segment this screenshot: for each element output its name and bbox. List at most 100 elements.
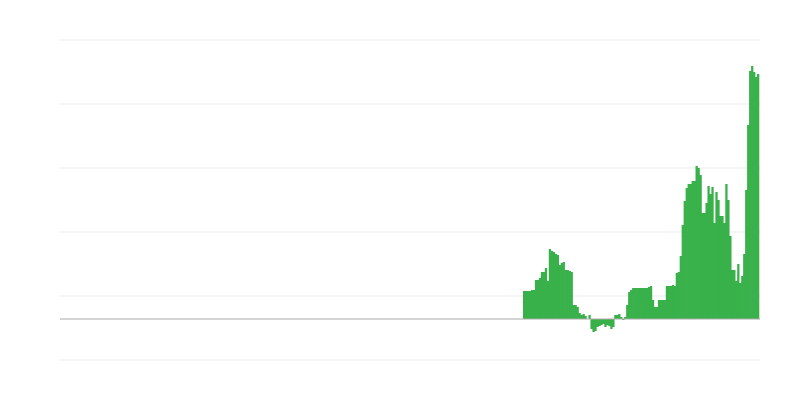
bar-60	[641, 288, 645, 319]
bar-48	[618, 314, 621, 319]
bar-49	[620, 317, 623, 319]
bar-87	[695, 166, 698, 319]
bar-111	[743, 254, 746, 319]
bar-88	[697, 168, 700, 319]
bar-35	[592, 319, 595, 332]
bar-24	[570, 272, 573, 319]
bar-33	[588, 315, 591, 319]
bar-34	[590, 319, 593, 329]
bar-65	[651, 300, 655, 319]
bars	[523, 66, 760, 332]
bar-1	[524, 291, 528, 319]
bar-97	[715, 192, 718, 319]
bar-67	[655, 307, 659, 319]
bar-7	[536, 280, 540, 319]
bar-61	[643, 288, 647, 319]
gridlines	[60, 39, 760, 361]
bar-27	[576, 307, 579, 319]
bar-6	[534, 280, 538, 319]
bar-11	[544, 268, 548, 319]
bar-64	[649, 286, 653, 319]
bar-41	[604, 319, 607, 327]
bar-18	[558, 265, 561, 319]
bar-54	[630, 290, 633, 319]
bar-23	[568, 271, 571, 319]
bar-92	[705, 203, 708, 319]
bar-21	[564, 270, 567, 319]
bar-101	[723, 223, 726, 319]
bar-14	[550, 251, 554, 319]
bar-51	[624, 317, 627, 319]
bar-75	[671, 285, 675, 319]
bar-40	[602, 319, 605, 324]
bar-112	[745, 190, 748, 319]
bar-84	[689, 184, 692, 319]
bar-57	[636, 288, 639, 319]
bar-85	[691, 181, 694, 319]
bar-59	[640, 288, 643, 319]
bar-79	[679, 256, 682, 319]
bar-76	[673, 286, 677, 319]
bar-26	[574, 305, 577, 319]
bar-29	[580, 315, 583, 319]
bar-66	[653, 307, 657, 319]
bar-96	[713, 223, 716, 319]
bar-82	[685, 188, 688, 319]
bar-69	[659, 300, 663, 319]
bar-100	[721, 216, 724, 319]
bar-74	[669, 286, 673, 319]
bar-22	[566, 270, 569, 319]
bar-56	[634, 288, 637, 319]
bar-91	[703, 213, 706, 319]
bar-46	[614, 315, 617, 319]
bar-95	[711, 187, 714, 319]
bar-12	[546, 281, 550, 319]
bar-5	[532, 290, 536, 319]
bar-108	[737, 264, 740, 319]
bar-103	[727, 200, 730, 319]
bar-83	[687, 184, 690, 319]
bar-45	[612, 319, 615, 327]
bar-4	[530, 290, 534, 319]
bar-72	[665, 286, 669, 319]
bar-47	[616, 315, 619, 319]
bar-15	[552, 252, 556, 319]
bar-16	[554, 254, 558, 319]
bar-113	[747, 125, 750, 319]
bar-70	[661, 300, 665, 319]
bar-118	[757, 74, 760, 319]
bar-36	[594, 319, 597, 331]
bar-28	[578, 313, 581, 319]
bar-105	[731, 270, 734, 319]
bar-73	[667, 286, 671, 319]
bar-77	[675, 273, 678, 319]
bar-94	[709, 194, 712, 319]
bar-68	[657, 300, 661, 319]
bar-110	[741, 276, 744, 319]
bar-10	[542, 272, 546, 319]
bar-90	[701, 213, 704, 319]
bar-104	[729, 236, 732, 319]
bar-19	[560, 263, 563, 319]
bar-55	[632, 288, 635, 319]
bar-62	[645, 288, 649, 319]
bar-39	[600, 319, 603, 325]
bar-81	[683, 201, 686, 319]
bar-52	[626, 305, 629, 319]
bar-0	[523, 291, 526, 319]
bar-109	[739, 283, 742, 319]
bar-31	[584, 316, 587, 319]
bar-38	[598, 319, 601, 326]
bar-44	[610, 319, 613, 329]
bar-98	[717, 200, 720, 319]
bar-107	[735, 281, 738, 319]
bar-106	[733, 270, 736, 319]
bar-20	[562, 262, 565, 319]
bar-80	[681, 225, 684, 319]
bar-116	[753, 72, 756, 319]
bar-25	[572, 305, 575, 319]
bar-99	[719, 216, 722, 319]
bar-78	[677, 272, 680, 319]
bar-115	[751, 66, 754, 319]
bar-53	[628, 292, 631, 319]
